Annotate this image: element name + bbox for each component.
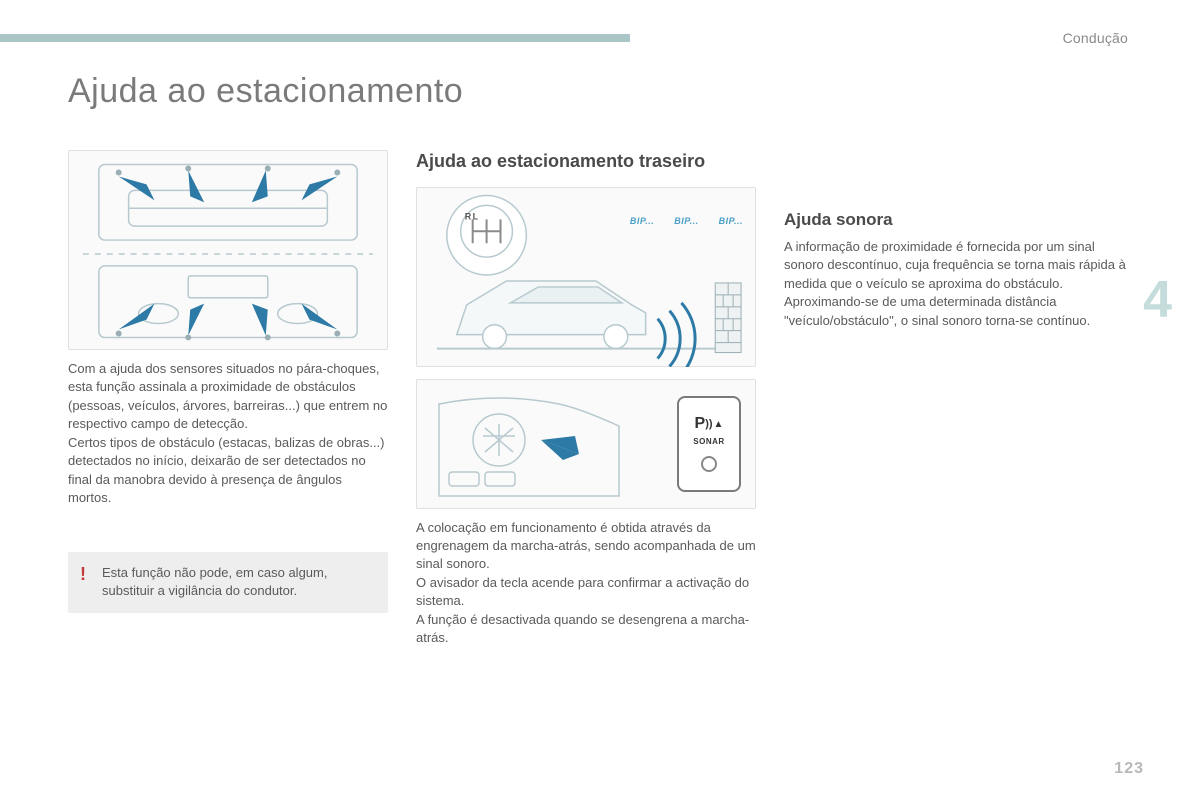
page-number: 123 <box>1114 760 1144 778</box>
top-accent-bar <box>0 34 630 42</box>
col3-body: A informação de proximidade é fornecida … <box>784 238 1128 330</box>
col2-body: A colocação em funcionamento é obtida at… <box>416 519 756 648</box>
warning-icon: ! <box>80 562 86 588</box>
col2-heading: Ajuda ao estacionamento traseiro <box>416 150 756 173</box>
chapter-number: 4 <box>1143 270 1172 330</box>
column-middle: Ajuda ao estacionamento traseiro BIP... … <box>416 150 756 648</box>
reverse-gear-diagram: BIP... BIP... BIP... R L <box>416 187 756 367</box>
sonar-led-icon <box>701 456 717 472</box>
column-right: Ajuda sonora A informação de proximidade… <box>784 150 1128 648</box>
section-label: Condução <box>1063 30 1128 46</box>
gear-r-label: R <box>465 211 472 221</box>
warning-callout: ! Esta função não pode, em caso algum, s… <box>68 552 388 613</box>
page-title: Ajuda ao estacionamento <box>68 72 463 111</box>
content-columns: Com a ajuda dos sensores situados no pár… <box>68 150 1128 648</box>
sonar-waves-icon: )) <box>705 418 712 430</box>
warning-text: Esta função não pode, em caso algum, sub… <box>102 565 327 598</box>
bip-1: BIP... <box>630 216 654 226</box>
sonar-triangle-icon: ▲ <box>714 419 724 430</box>
sonar-toggle-button[interactable]: P )) ▲ SONAR <box>677 396 741 492</box>
dashboard-panel-icon <box>431 384 631 504</box>
bip-3: BIP... <box>719 216 743 226</box>
sonar-button-diagram: P )) ▲ SONAR <box>416 379 756 509</box>
col3-heading: Ajuda sonora <box>784 210 1128 230</box>
bip-2: BIP... <box>674 216 698 226</box>
column-left: Com a ajuda dos sensores situados no pár… <box>68 150 388 648</box>
gear-l-label: L <box>473 211 479 221</box>
bip-labels: BIP... BIP... BIP... <box>630 216 743 226</box>
col1-body: Com a ajuda dos sensores situados no pár… <box>68 360 388 508</box>
bumper-sensors-diagram <box>68 150 388 350</box>
sonar-label: SONAR <box>693 437 724 446</box>
sonar-p-icon: P <box>695 415 705 433</box>
